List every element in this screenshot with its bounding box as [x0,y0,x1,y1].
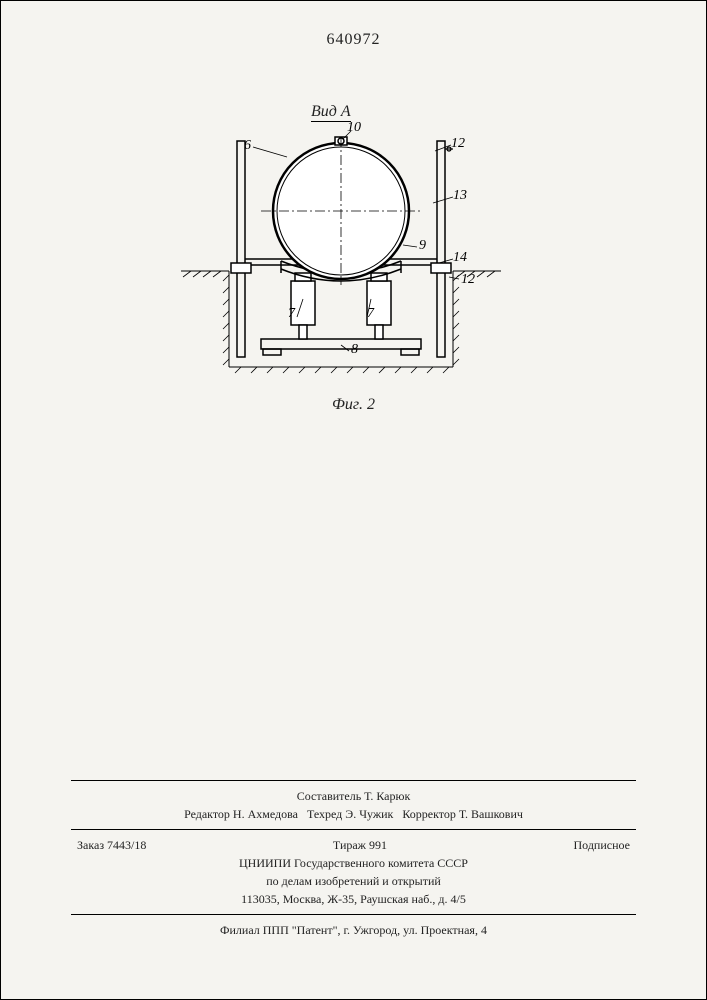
address-line: 113035, Москва, Ж-35, Раушская наб., д. … [71,890,636,908]
view-label: Вид А [311,103,351,121]
print-info-row: Заказ 7443/18 Тираж 991 Подписное [71,836,636,854]
figure-svg: 6 10 12 13 9 14 12 7 7 8 [151,121,531,381]
compiler-line: Составитель Т. Карюк [71,787,636,805]
org-line-2: по делам изобретений и открытий [71,872,636,890]
credits-line: Редактор Н. Ахмедова Техред Э. Чужик Кор… [71,805,636,823]
label-13: 13 [453,188,467,203]
figure-2: 6 10 12 13 9 14 12 7 7 8 [151,121,531,381]
label-12-bottom: 12 [461,272,475,287]
divider [71,914,636,915]
subscription: Подписное [574,836,631,854]
print-run: Тираж 991 [333,836,387,854]
footer-block: Составитель Т. Карюк Редактор Н. Ахмедов… [71,774,636,939]
divider [71,829,636,830]
corrector: Корректор Т. Вашкович [402,807,523,821]
figure-caption: Фиг. 2 [1,396,706,414]
label-12-top: 12 [451,136,465,151]
label-9: 9 [419,238,426,253]
divider [71,780,636,781]
editor: Редактор Н. Ахмедова [184,807,298,821]
document-number: 640972 [1,31,706,49]
label-8: 8 [351,342,358,357]
label-14: 14 [453,250,467,265]
label-7-right: 7 [367,306,375,321]
order-number: Заказ 7443/18 [77,836,146,854]
label-10: 10 [347,121,361,135]
techred: Техред Э. Чужик [307,807,393,821]
org-line-1: ЦНИИПИ Государственного комитета СССР [71,854,636,872]
branch-line: Филиал ППП "Патент", г. Ужгород, ул. Про… [71,921,636,939]
page: 640972 Вид А [0,0,707,1000]
view-label-text: Вид А [311,103,351,122]
label-6: 6 [244,138,251,153]
label-7-left: 7 [288,306,296,321]
